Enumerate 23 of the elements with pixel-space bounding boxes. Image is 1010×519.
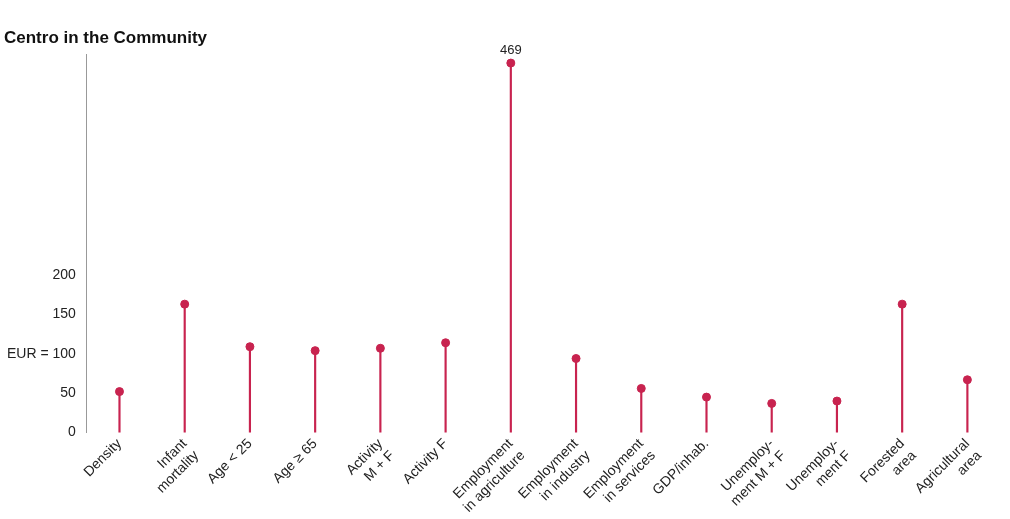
y-tick-label: 0 [68, 423, 77, 440]
data-label: 469 [499, 42, 522, 58]
point [441, 338, 451, 348]
y-tick-label: 50 [60, 384, 77, 401]
point [897, 299, 907, 309]
y-tick-label: 200 [52, 265, 77, 282]
x-tick-label: Age ≥ 65 [269, 434, 321, 486]
y-tick-label: 150 [52, 305, 77, 322]
point [636, 383, 646, 393]
point [767, 398, 777, 408]
chart-title: Centro in the Community [4, 27, 208, 47]
point [114, 387, 124, 397]
point [375, 343, 385, 353]
point [180, 299, 190, 309]
x-tick-label: Age < 25 [203, 434, 255, 487]
point [506, 58, 516, 68]
point [702, 392, 711, 402]
point [310, 346, 320, 356]
point [832, 396, 842, 406]
point [571, 354, 581, 364]
y-tick-label: EUR = 100 [7, 344, 77, 361]
point [962, 375, 972, 385]
point [245, 342, 255, 352]
